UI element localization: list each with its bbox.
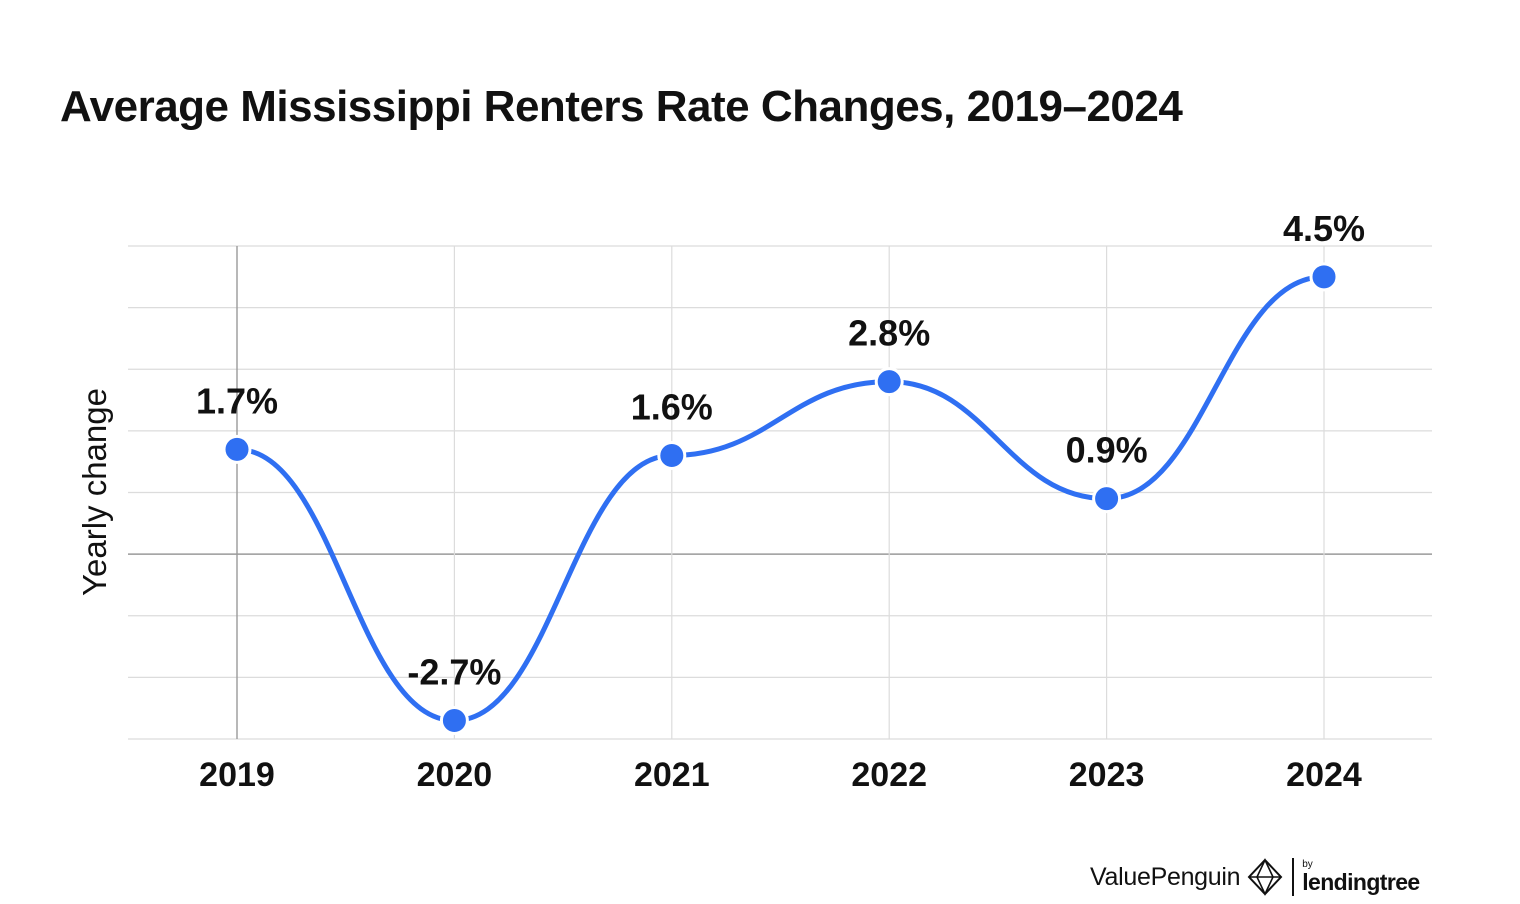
data-point-marker (1309, 262, 1339, 292)
brand-by-label: by (1302, 859, 1313, 870)
label-layer: 1.7% -2.7% 1.6% 2.8% 0.9% 4.5% (196, 208, 1365, 693)
data-label: 2.8% (848, 313, 930, 354)
data-label: -2.7% (407, 652, 501, 693)
chart-title: Average Mississippi Renters Rate Changes… (60, 82, 1183, 131)
series-line (234, 274, 1327, 724)
data-point-marker (657, 441, 687, 471)
lendingtree-wordmark-wrap: by lendingtree (1302, 859, 1420, 895)
grid-layer (128, 245, 1432, 740)
data-label: 1.6% (631, 387, 713, 428)
valuepenguin-wordmark: ValuePenguin (1090, 862, 1241, 891)
x-tick-label: 2020 (417, 756, 493, 794)
data-label: 0.9% (1066, 430, 1148, 471)
data-label: 4.5% (1283, 208, 1365, 249)
brand-footer: ValuePenguin by lendingtree (1090, 854, 1420, 900)
data-point-marker (1092, 484, 1122, 514)
axis-layer: 2019 2020 2021 2022 2023 2024 Yearly change (76, 388, 1362, 794)
lendingtree-wordmark: lendingtree (1302, 869, 1420, 895)
line-layer (234, 274, 1327, 724)
x-tick-label: 2019 (199, 756, 275, 794)
x-tick-label: 2023 (1069, 756, 1145, 794)
data-point-marker (439, 706, 469, 736)
data-point-marker (874, 367, 904, 397)
x-tick-label: 2021 (634, 756, 710, 794)
data-point-marker (222, 434, 252, 464)
marker-layer (222, 262, 1339, 736)
x-tick-label: 2024 (1286, 756, 1362, 794)
data-label: 1.7% (196, 380, 278, 421)
brand-divider (1292, 858, 1295, 896)
y-axis-label: Yearly change (76, 388, 113, 596)
x-tick-label: 2022 (851, 756, 927, 794)
valuepenguin-logo-icon (1247, 858, 1283, 896)
